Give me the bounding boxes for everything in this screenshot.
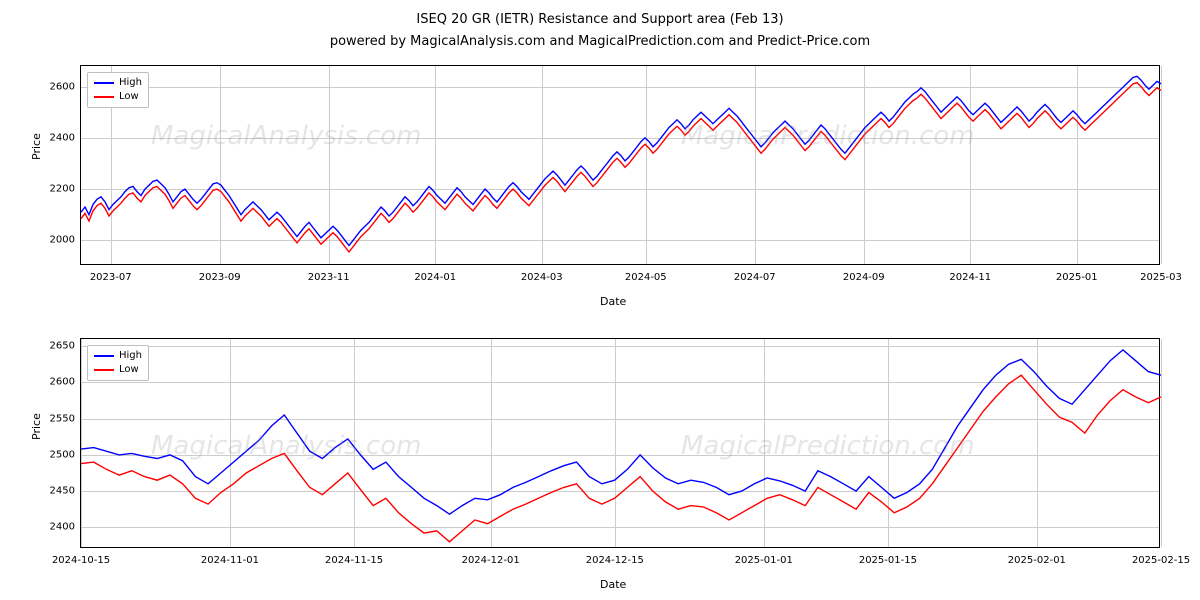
- x-tick-label: 2023-11: [308, 272, 350, 283]
- x-axis-label: Date: [600, 295, 626, 308]
- x-tick-label: 2025-03: [1140, 272, 1182, 283]
- watermark-text: MagicalPrediction.com: [681, 431, 975, 461]
- x-tick-label: 2024-11: [949, 272, 991, 283]
- top-chart-plot-area: MagicalAnalysis.com MagicalPrediction.co…: [80, 65, 1160, 265]
- x-tick-label: 2024-09: [843, 272, 885, 283]
- x-tick-label: 2023-09: [199, 272, 241, 283]
- watermark-text: MagicalPrediction.com: [681, 121, 975, 151]
- x-axis-label: Date: [600, 578, 626, 591]
- y-tick-label: 2200: [43, 184, 75, 195]
- x-tick-label: 2024-12-15: [586, 555, 644, 566]
- x-tick-label: 2025-01: [1056, 272, 1098, 283]
- legend-item-low: Low: [94, 90, 142, 104]
- y-tick-label: 2400: [43, 522, 75, 533]
- legend-swatch-low: [94, 369, 114, 371]
- x-tick-label: 2023-07: [90, 272, 132, 283]
- legend-swatch-high: [94, 355, 114, 357]
- bottom-chart-plot-area: MagicalAnalysis.com MagicalPrediction.co…: [80, 338, 1160, 548]
- line-series-high: [81, 76, 1161, 245]
- line-series-low: [81, 83, 1161, 252]
- y-tick-label: 2600: [43, 377, 75, 388]
- y-tick-label: 2400: [43, 132, 75, 143]
- legend-swatch-high: [94, 82, 114, 84]
- x-tick-label: 2024-03: [521, 272, 563, 283]
- legend-box: High Low: [87, 72, 149, 108]
- y-tick-label: 2450: [43, 486, 75, 497]
- grid-line: [1161, 66, 1162, 264]
- legend-item-low: Low: [94, 363, 142, 377]
- watermark-text: MagicalAnalysis.com: [151, 431, 421, 461]
- x-tick-label: 2025-01-15: [859, 555, 917, 566]
- x-tick-label: 2024-10-15: [52, 555, 110, 566]
- x-tick-label: 2024-11-15: [325, 555, 383, 566]
- watermark-text: MagicalAnalysis.com: [151, 121, 421, 151]
- grid-line: [1161, 339, 1162, 547]
- x-tick-label: 2024-07: [734, 272, 776, 283]
- legend-item-high: High: [94, 76, 142, 90]
- legend-box: High Low: [87, 345, 149, 381]
- legend-swatch-low: [94, 96, 114, 98]
- legend-item-high: High: [94, 349, 142, 363]
- y-tick-label: 2000: [43, 235, 75, 246]
- x-tick-label: 2025-02-15: [1132, 555, 1190, 566]
- y-tick-label: 2600: [43, 81, 75, 92]
- y-tick-label: 2500: [43, 449, 75, 460]
- y-tick-label: 2650: [43, 341, 75, 352]
- x-tick-label: 2025-01-01: [735, 555, 793, 566]
- x-tick-label: 2024-12-01: [462, 555, 520, 566]
- x-tick-label: 2024-01: [414, 272, 456, 283]
- y-tick-label: 2550: [43, 413, 75, 424]
- y-axis-label: Price: [30, 133, 43, 160]
- x-tick-label: 2025-02-01: [1008, 555, 1066, 566]
- top-chart-series: [81, 66, 1161, 266]
- chart-subtitle: powered by MagicalAnalysis.com and Magic…: [0, 34, 1200, 49]
- x-tick-label: 2024-11-01: [201, 555, 259, 566]
- x-tick-label: 2024-05: [625, 272, 667, 283]
- chart-main-title: ISEQ 20 GR (IETR) Resistance and Support…: [0, 12, 1200, 27]
- y-axis-label: Price: [30, 413, 43, 440]
